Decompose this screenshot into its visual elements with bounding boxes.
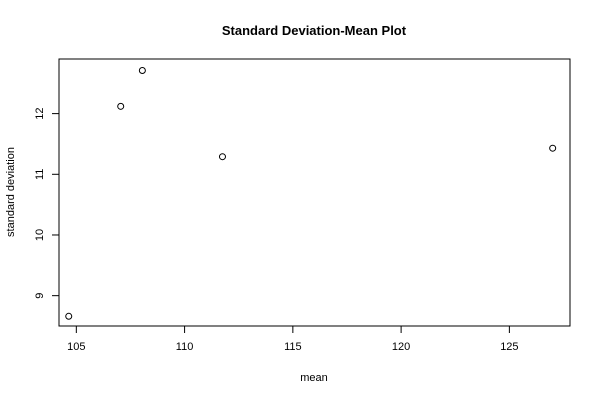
- y-tick-label: 12: [34, 107, 46, 119]
- y-tick-label: 9: [34, 293, 46, 299]
- x-tick-label: 125: [500, 341, 518, 353]
- plot-area-border: [58, 58, 571, 327]
- data-point: [218, 153, 226, 161]
- x-tick-label: 110: [176, 341, 194, 353]
- data-point: [549, 144, 557, 152]
- y-axis: 9 10 11 12: [34, 107, 60, 299]
- y-axis-label: standard deviation: [5, 147, 17, 237]
- data-points: [65, 67, 557, 320]
- chart-title: Standard Deviation-Mean Plot: [222, 23, 407, 38]
- y-tick-label: 11: [34, 169, 46, 180]
- data-point: [117, 102, 125, 110]
- x-tick-label: 105: [67, 341, 85, 353]
- x-tick-label: 115: [284, 341, 302, 353]
- data-point: [138, 67, 146, 75]
- x-axis: 105 110 115 120 125: [67, 325, 519, 353]
- data-point: [65, 312, 73, 320]
- y-tick-label: 10: [34, 229, 46, 241]
- x-axis-label: mean: [300, 372, 328, 384]
- x-tick-label: 120: [392, 341, 410, 353]
